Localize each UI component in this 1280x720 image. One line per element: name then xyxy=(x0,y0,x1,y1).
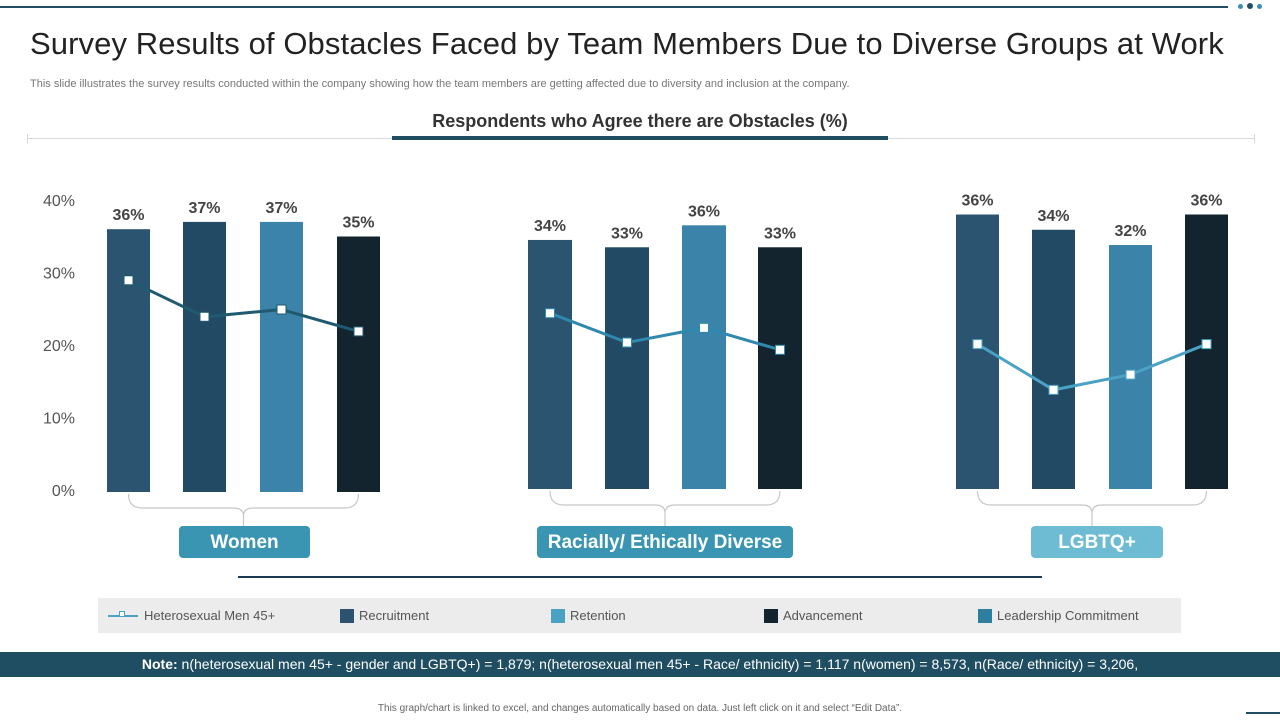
legend-item-advancement[interactable]: Advancement xyxy=(764,598,863,633)
data-label: 36% xyxy=(961,193,993,210)
group-label: Women xyxy=(210,532,278,553)
line-point-heterosexual-men xyxy=(123,275,134,286)
line-point-heterosexual-men xyxy=(1125,369,1136,380)
group-bracket xyxy=(549,490,781,514)
legend-line-icon xyxy=(108,610,138,617)
data-label: 33% xyxy=(764,225,796,242)
legend-label: Retention xyxy=(570,608,626,623)
line-point-heterosexual-men xyxy=(1201,339,1212,350)
group-bracket xyxy=(976,490,1208,514)
group-label-pill-racially-ethically-diverse xyxy=(537,526,793,558)
legend-swatch-icon xyxy=(551,608,565,623)
bar-women-advancement xyxy=(337,236,380,492)
y-tick-label: 0% xyxy=(52,483,75,500)
data-label: 35% xyxy=(342,215,374,232)
line-point-heterosexual-men xyxy=(199,311,210,322)
chart-legend: Heterosexual Men 45+ Recruitment Retenti… xyxy=(98,598,1181,633)
chart-title-underline xyxy=(392,136,888,140)
legend-swatch-icon xyxy=(340,608,354,623)
legend-label: Recruitment xyxy=(359,608,430,623)
group-label: Racially/ Ethically Diverse xyxy=(548,532,782,553)
data-label: 36% xyxy=(688,203,720,220)
page-subtitle: This slide illustrates the survey result… xyxy=(30,78,850,90)
chart-title: Respondents who Agree there are Obstacle… xyxy=(432,111,848,131)
data-label: 36% xyxy=(1190,193,1222,210)
legend-label: Heterosexual Men 45+ xyxy=(144,608,276,623)
group-label-pill-women xyxy=(179,526,310,558)
note-label: Note: xyxy=(141,656,178,672)
data-label: 37% xyxy=(188,200,220,217)
legend-swatch-icon xyxy=(978,608,992,623)
bar-racially-ethically-diverse-leadership-commitment xyxy=(682,225,726,490)
data-label: 34% xyxy=(534,218,566,235)
group-label-pill-lgbtq xyxy=(1031,526,1163,558)
bar-lgbtq-advancement xyxy=(1185,214,1228,489)
bar-racially-ethically-diverse-advancement xyxy=(758,247,802,489)
footer-text: This graph/chart is linked to excel, and… xyxy=(377,703,903,714)
group-label: LGBTQ+ xyxy=(1058,532,1136,553)
legend-item-leadership-commitment[interactable]: Leadership Commitment xyxy=(978,598,1139,633)
line-point-heterosexual-men xyxy=(775,344,785,355)
line-heterosexual-men-women xyxy=(127,278,359,333)
bar-women-leadership-commitment xyxy=(260,221,303,492)
line-point-heterosexual-men xyxy=(622,337,632,348)
line-heterosexual-men-racially-ethically-diverse xyxy=(549,311,781,352)
bar-lgbtq-retention xyxy=(1032,229,1075,489)
data-label: 32% xyxy=(1114,223,1146,240)
legend-label: Advancement xyxy=(783,608,863,623)
decorative-dots xyxy=(1238,3,1262,9)
top-rule xyxy=(0,6,1228,8)
line-point-heterosexual-men xyxy=(353,326,364,337)
y-tick-label: 20% xyxy=(43,338,75,355)
line-point-heterosexual-men xyxy=(972,339,983,350)
legend-swatch-icon xyxy=(764,608,778,623)
y-tick-label: 40% xyxy=(43,193,75,210)
data-label: 36% xyxy=(112,207,144,224)
note-banner: Note: n(heterosexual men 45+ - gender an… xyxy=(0,652,1280,677)
y-tick-label: 30% xyxy=(43,266,75,283)
data-label: 33% xyxy=(611,225,643,242)
note-text: n(heterosexual men 45+ - gender and LGBT… xyxy=(177,656,1139,672)
y-tick-label: 10% xyxy=(43,411,75,428)
group-bracket xyxy=(127,493,360,517)
bar-racially-ethically-diverse-recruitment xyxy=(528,239,572,489)
corner-rule xyxy=(1246,712,1280,714)
chart-divider xyxy=(238,576,1042,578)
legend-item-heterosexual-men[interactable]: Heterosexual Men 45+ xyxy=(108,598,275,633)
bar-women-retention xyxy=(183,221,226,492)
bar-chart[interactable]: 0% 10% 20% 30% 40% 36% 37% 37% 35% Women 34% 33% 36%… xyxy=(0,0,1280,600)
line-heterosexual-men-lgbtq xyxy=(976,342,1208,392)
data-label: 34% xyxy=(1037,208,1069,225)
line-point-heterosexual-men xyxy=(699,322,709,333)
data-label: 37% xyxy=(265,200,297,217)
page-title: Survey Results of Obstacles Faced by Tea… xyxy=(30,26,1224,61)
legend-label: Leadership Commitment xyxy=(997,608,1139,623)
line-point-heterosexual-men xyxy=(276,304,287,315)
line-point-heterosexual-men xyxy=(1048,384,1059,395)
legend-item-recruitment[interactable]: Recruitment xyxy=(340,598,429,633)
line-point-heterosexual-men xyxy=(545,308,555,319)
bar-racially-ethically-diverse-retention xyxy=(605,247,649,489)
bar-lgbtq-leadership-commitment xyxy=(1109,245,1152,489)
bar-women-recruitment xyxy=(107,229,150,492)
legend-item-retention[interactable]: Retention xyxy=(551,598,626,633)
